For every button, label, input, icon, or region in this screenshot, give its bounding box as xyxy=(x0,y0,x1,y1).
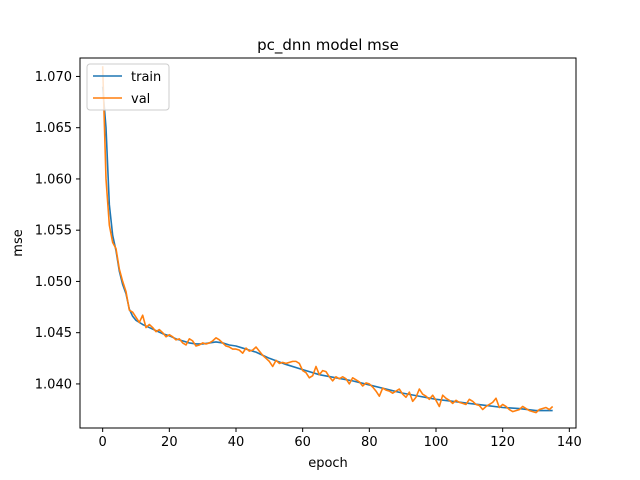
x-tick-label: 20 xyxy=(161,435,178,450)
series-line-val xyxy=(101,66,554,414)
chart-title: pc_dnn model mse xyxy=(257,36,399,55)
x-tick-label: 100 xyxy=(424,435,449,450)
legend: train val xyxy=(86,63,170,111)
y-tick-label: 1.045 xyxy=(35,326,72,341)
y-tick-label: 1.040 xyxy=(35,377,72,392)
x-axis-label: epoch xyxy=(308,456,348,471)
x-tick-label: 60 xyxy=(294,435,311,450)
y-tick-label: 1.070 xyxy=(35,70,72,85)
y-axis-label: mse xyxy=(11,229,26,256)
x-tick-label: 0 xyxy=(99,435,107,450)
y-tick-label: 1.060 xyxy=(35,172,72,187)
legend-label-train: train xyxy=(131,70,161,85)
x-tick-label: 140 xyxy=(557,435,582,450)
x-tick-label: 40 xyxy=(228,435,245,450)
x-tick-label: 80 xyxy=(361,435,378,450)
y-tick-label: 1.055 xyxy=(35,224,72,239)
plot-frame xyxy=(79,57,577,429)
y-tick-label: 1.065 xyxy=(35,121,72,136)
y-tick-label: 1.050 xyxy=(35,275,72,290)
x-tick-label: 120 xyxy=(490,435,515,450)
legend-label-val: val xyxy=(131,92,150,107)
